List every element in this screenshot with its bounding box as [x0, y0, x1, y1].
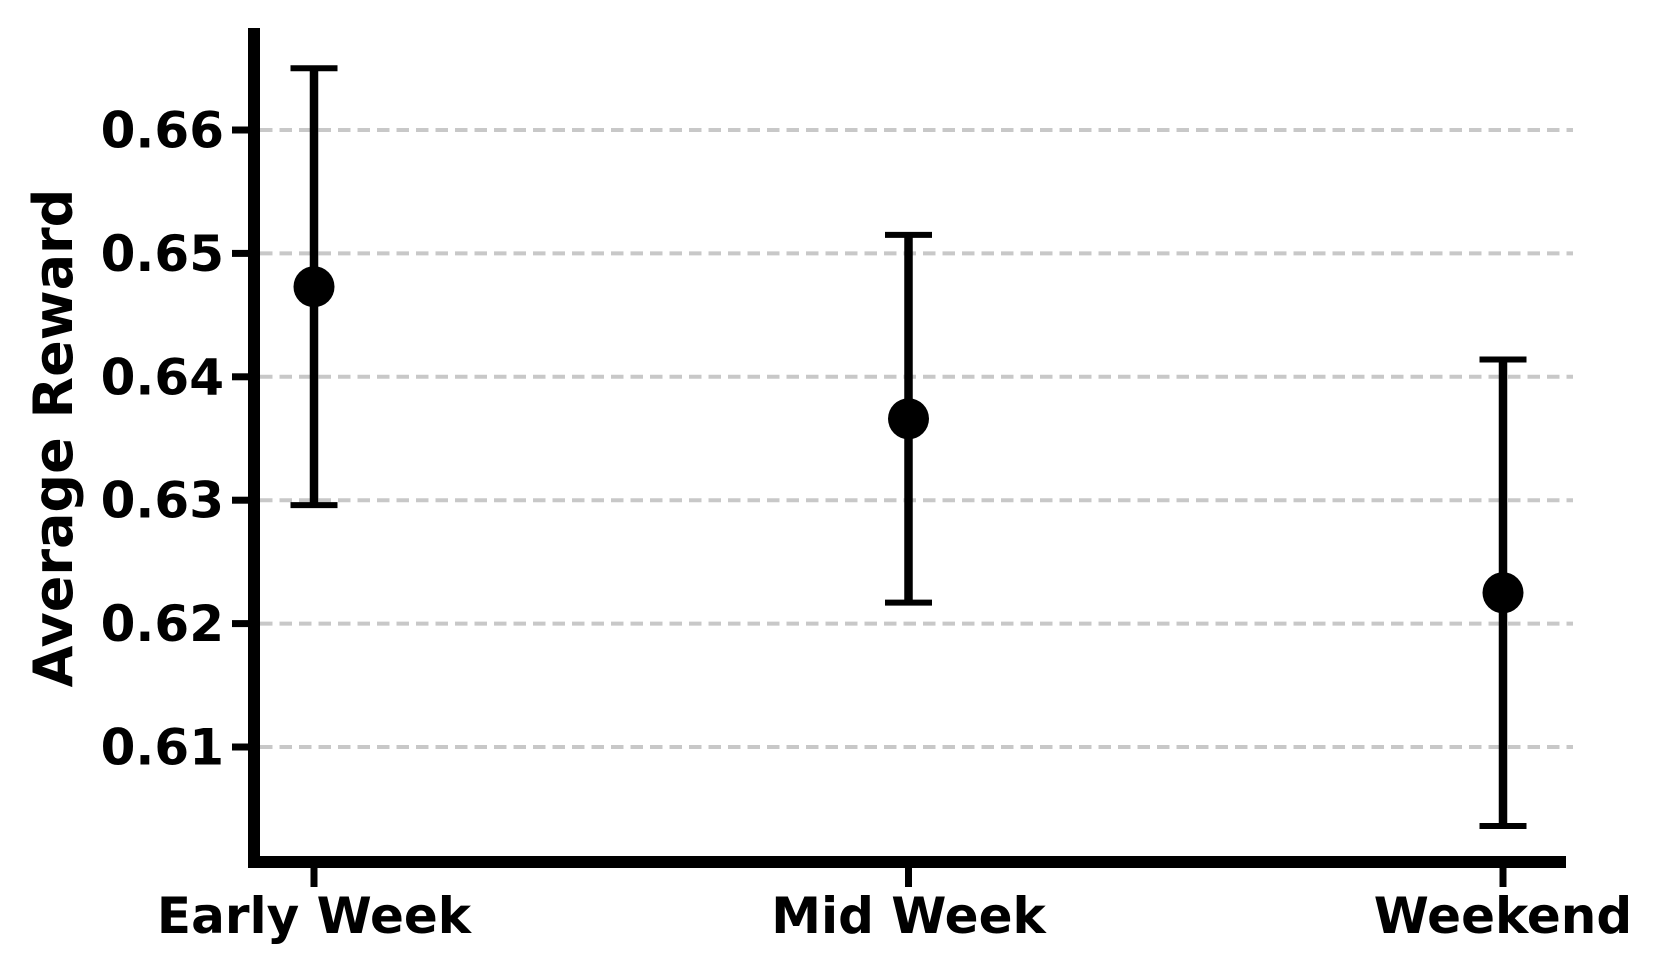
- y-tick-label: 0.61: [101, 719, 224, 777]
- errorbar-early-week: [290, 65, 338, 509]
- x-tick-label-early-week: Early Week: [157, 887, 473, 945]
- data-point: [1482, 572, 1524, 614]
- y-tick-label: 0.62: [101, 595, 224, 653]
- x-tick-label-mid-week: Mid Week: [771, 887, 1047, 945]
- y-tick-label: 0.66: [101, 102, 224, 160]
- y-axis-label: Average Reward: [22, 189, 85, 688]
- data-point: [888, 398, 929, 440]
- data-point: [293, 266, 335, 308]
- y-tick-label: 0.65: [101, 225, 224, 283]
- x-tick-label-weekend: Weekend: [1374, 887, 1632, 945]
- y-tick-label: 0.63: [101, 472, 224, 530]
- axis-layer: 0.66 0.65 0.64 0.63 0.62 0.61 Early Week Mid We…: [101, 28, 1632, 945]
- errorbar-mid-week: [885, 231, 932, 606]
- y-tick-label: 0.64: [101, 348, 224, 406]
- errorbar-weekend: [1479, 356, 1527, 829]
- data-layer: [290, 65, 1527, 829]
- grid-layer: [260, 128, 1573, 749]
